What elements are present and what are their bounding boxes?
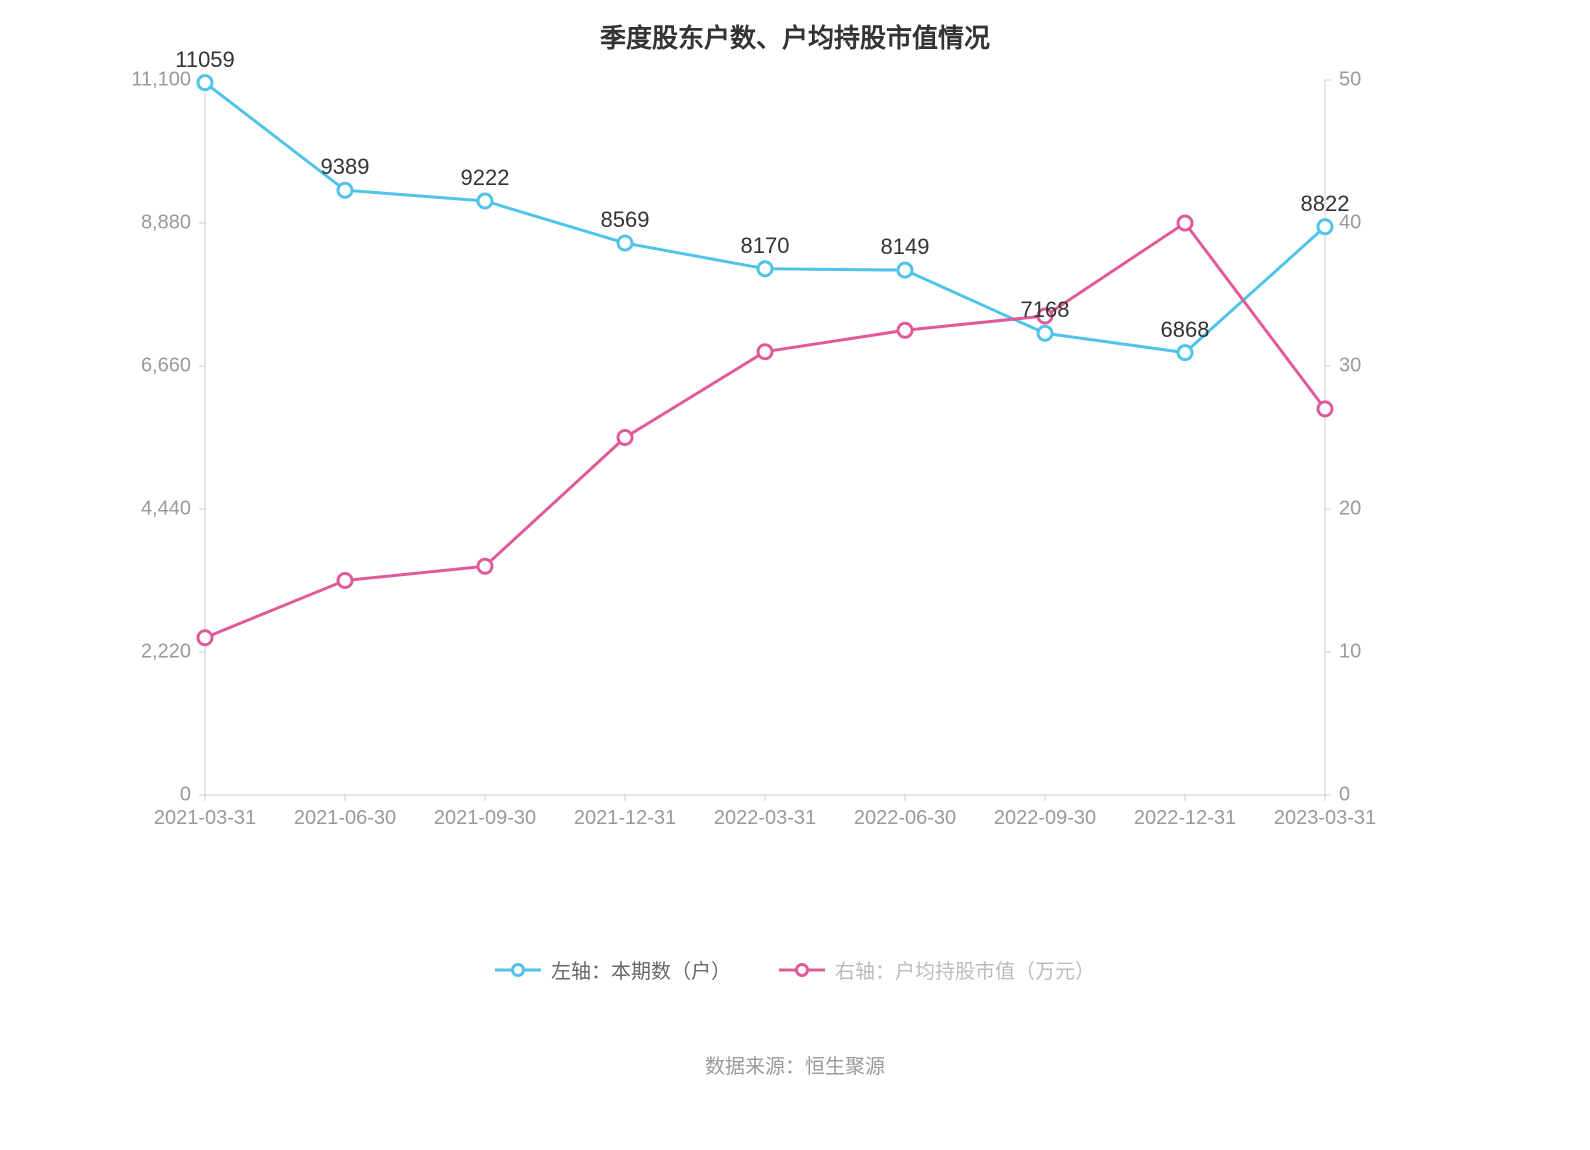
y-right-tick-label: 20 [1339,498,1361,521]
x-tick-label: 2021-12-31 [574,807,676,830]
data-source: 数据来源：恒生聚源 [0,1050,1590,1079]
x-tick-label: 2021-06-30 [294,807,396,830]
x-tick-label: 2022-12-31 [1134,807,1236,830]
data-point-label: 8149 [881,234,930,260]
y-right-tick-label: 30 [1339,355,1361,378]
x-tick-label: 2022-09-30 [994,807,1096,830]
legend-marker-icon [779,960,825,980]
x-tick-label: 2022-03-31 [714,807,816,830]
chart-plot-area: 02,2204,4406,6608,88011,1000102030405020… [205,80,1325,795]
x-tick-label: 2022-06-30 [854,807,956,830]
data-point-label: 8170 [741,233,790,259]
y-left-tick-label: 6,660 [141,355,191,378]
x-tick-label: 2021-03-31 [154,807,256,830]
data-point-label: 11059 [175,47,235,73]
y-right-tick-label: 10 [1339,641,1361,664]
data-point-label: 6868 [1161,317,1210,343]
y-left-tick-label: 0 [180,784,191,807]
data-point-label: 9222 [461,165,510,191]
legend-marker-icon [495,960,541,980]
y-right-tick-label: 50 [1339,69,1361,92]
data-point-label: 8822 [1301,191,1350,217]
legend-item-label: 右轴：户均持股市值（万元） [835,955,1095,984]
data-point-label: 7168 [1021,297,1070,323]
y-left-tick-label: 2,220 [141,641,191,664]
x-tick-label: 2023-03-31 [1274,807,1376,830]
legend-item-left[interactable]: 左轴：本期数（户） [495,955,731,984]
y-right-tick-label: 0 [1339,784,1350,807]
chart-legend: 左轴：本期数（户） 右轴：户均持股市值（万元） [0,955,1590,985]
y-left-tick-label: 4,440 [141,498,191,521]
x-tick-label: 2021-09-30 [434,807,536,830]
data-point-label: 9389 [321,154,370,180]
data-point-label: 8569 [601,207,650,233]
chart-title: 季度股东户数、户均持股市值情况 [0,18,1590,55]
legend-item-right[interactable]: 右轴：户均持股市值（万元） [779,955,1095,984]
y-left-tick-label: 8,880 [141,212,191,235]
legend-item-label: 左轴：本期数（户） [551,955,731,984]
